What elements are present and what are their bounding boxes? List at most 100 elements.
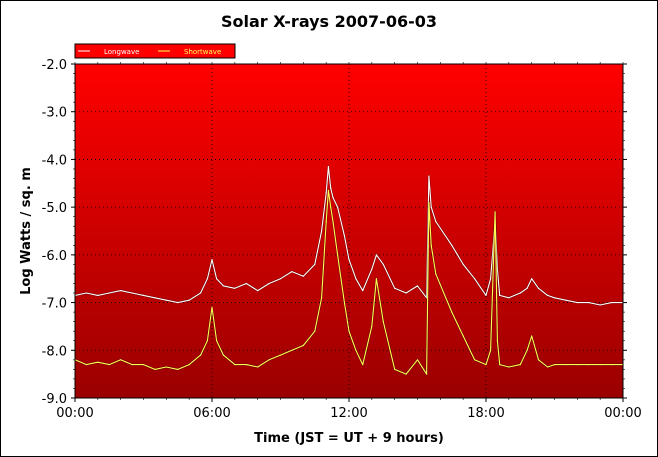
y-tick-label: -9.0 — [42, 392, 67, 407]
data-point-longwave — [327, 166, 329, 168]
data-point-longwave — [188, 299, 190, 301]
y-tick-labels: -2.0 -3.0 -4.0 -5.0 -6.0 -7.0 -8.0 -9.0 — [42, 58, 67, 407]
data-point-shortwave — [131, 364, 133, 366]
y-tick-label: -8.0 — [42, 344, 67, 359]
data-point-longwave — [321, 230, 323, 232]
data-point-longwave — [508, 297, 510, 299]
data-point-longwave — [430, 206, 432, 208]
data-point-longwave — [211, 259, 213, 261]
data-point-shortwave — [508, 366, 510, 368]
data-point-shortwave — [462, 335, 464, 337]
data-point-shortwave — [474, 359, 476, 361]
data-point-shortwave — [405, 373, 407, 375]
data-point-longwave — [599, 304, 601, 306]
data-point-shortwave — [371, 325, 373, 327]
data-point-shortwave — [343, 302, 345, 304]
data-point-shortwave — [325, 220, 327, 223]
data-point-longwave — [177, 302, 179, 304]
data-point-shortwave — [165, 366, 167, 368]
data-point-shortwave — [451, 311, 453, 313]
data-point-longwave — [451, 244, 453, 246]
data-point-longwave — [332, 197, 334, 199]
data-point-shortwave — [485, 364, 487, 366]
x-axis-label: Time (JST = UT + 9 hours) — [254, 431, 444, 446]
plot-area — [75, 64, 623, 398]
data-point-shortwave — [120, 359, 122, 361]
data-point-shortwave — [257, 366, 259, 368]
data-point-shortwave — [222, 354, 224, 356]
data-point-longwave — [588, 302, 590, 304]
data-point-shortwave — [97, 361, 99, 363]
data-point-shortwave — [206, 340, 208, 342]
data-point-longwave — [531, 278, 533, 280]
data-point-longwave — [611, 302, 613, 304]
data-point-shortwave — [154, 368, 156, 370]
data-point-shortwave — [494, 211, 496, 213]
data-point-shortwave — [588, 364, 590, 366]
plot-border — [74, 63, 624, 399]
data-point-shortwave — [142, 364, 145, 366]
data-point-longwave — [291, 271, 293, 273]
data-point-shortwave — [547, 366, 549, 368]
y-tick-label: -3.0 — [42, 106, 67, 121]
data-point-longwave — [337, 206, 339, 208]
data-point-longwave — [576, 302, 578, 304]
data-point-longwave — [382, 263, 384, 265]
chart-title: Solar X-rays 2007-06-03 — [221, 12, 437, 31]
data-point-shortwave — [85, 364, 87, 366]
data-point-longwave — [362, 290, 364, 292]
data-point-shortwave — [553, 364, 556, 366]
data-point-longwave — [547, 294, 549, 296]
data-point-shortwave — [327, 189, 329, 191]
data-point-longwave — [348, 259, 350, 261]
data-point-shortwave — [245, 364, 247, 366]
y-axis-label: Log Watts / sq. m — [19, 167, 34, 295]
data-point-shortwave — [234, 364, 236, 366]
data-point-longwave — [490, 278, 492, 280]
data-point-longwave — [426, 297, 428, 299]
x-tick-label: 00:00 — [604, 406, 641, 421]
data-point-shortwave — [430, 244, 432, 246]
data-point-longwave — [268, 282, 270, 285]
data-point-longwave — [206, 278, 208, 280]
data-point-longwave — [416, 285, 419, 287]
data-point-shortwave — [426, 373, 428, 375]
y-tick-label: -5.0 — [42, 201, 67, 216]
data-point-longwave — [485, 294, 487, 296]
data-point-longwave — [97, 294, 99, 296]
data-point-shortwave — [576, 364, 578, 366]
data-point-shortwave — [348, 330, 350, 332]
data-point-shortwave — [321, 297, 323, 299]
data-point-longwave — [526, 287, 528, 289]
data-point-shortwave — [268, 359, 270, 361]
data-point-shortwave — [216, 340, 218, 342]
data-point-longwave — [216, 278, 218, 280]
data-point-longwave — [131, 292, 133, 294]
data-point-longwave — [355, 278, 357, 280]
data-point-longwave — [499, 294, 501, 296]
data-point-longwave — [519, 292, 521, 294]
data-point-longwave — [553, 297, 556, 299]
data-point-longwave — [474, 278, 476, 280]
data-point-longwave — [428, 175, 430, 177]
data-point-longwave — [343, 235, 345, 237]
y-tick-label: -4.0 — [42, 153, 67, 168]
data-point-shortwave — [279, 354, 282, 356]
data-point-shortwave — [330, 206, 332, 208]
legend-label-longwave: Longwave — [104, 48, 139, 56]
data-point-shortwave — [382, 321, 384, 323]
data-point-shortwave — [435, 273, 437, 275]
data-point-shortwave — [565, 364, 567, 366]
data-point-longwave — [302, 275, 304, 277]
data-point-longwave — [496, 268, 498, 270]
data-point-shortwave — [499, 364, 501, 366]
data-point-longwave — [222, 285, 224, 287]
data-point-shortwave — [332, 220, 334, 223]
x-tick-label: 00:00 — [56, 406, 93, 421]
data-point-shortwave — [611, 364, 613, 366]
series-layer — [74, 165, 624, 376]
data-point-longwave — [245, 282, 247, 285]
data-point-shortwave — [314, 330, 316, 332]
x-tick-label: 18:00 — [467, 406, 504, 421]
